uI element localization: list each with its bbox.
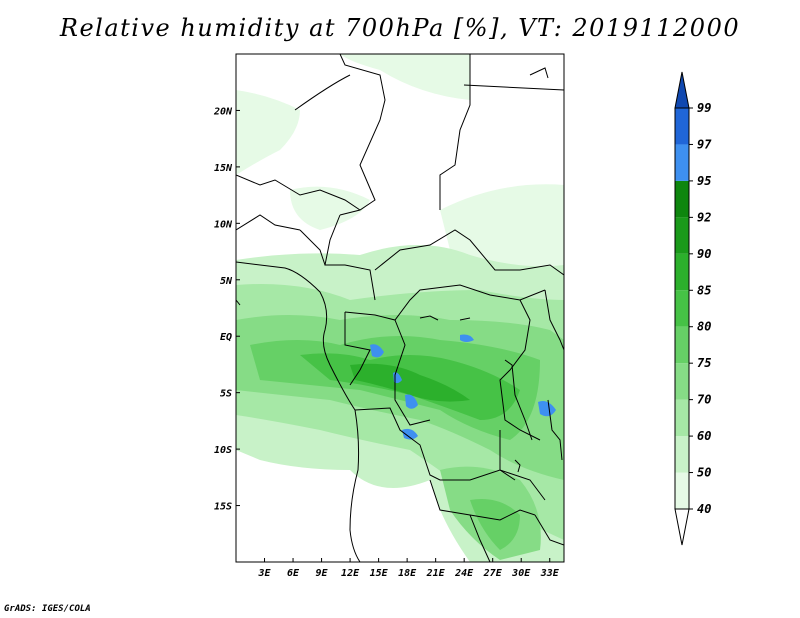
colorbar-frame [674, 107, 690, 510]
map-title: Relative humidity at 700hPa [%], VT: 201… [59, 14, 741, 42]
lat-axis: 20N 15N 10N 5N EQ 5S 10S 15S [213, 106, 240, 513]
lat-tick-label: 15N [214, 163, 233, 174]
colorbar: 40 50 60 70 75 80 85 90 92 95 97 99 [674, 71, 712, 546]
lon-tick-label: 33E [540, 568, 560, 579]
colorbar-swatch [675, 399, 689, 437]
colorbar-swatch [675, 217, 689, 254]
lon-axis: 3E 6E 9E 12E 15E 18E 21E 24E 27E 30E 33E [257, 558, 560, 579]
colorbar-swatch [675, 108, 689, 145]
lon-tick-label: 9E [316, 568, 329, 579]
colorbar-label: 99 [697, 101, 711, 115]
colorbar-label: 50 [697, 466, 711, 480]
lon-tick-label: 24E [454, 568, 474, 579]
lon-tick-label: 12E [341, 568, 360, 579]
lon-tick-label: 3E [257, 568, 271, 579]
colorbar-swatch [675, 253, 689, 291]
lat-tick-label: 20N [213, 106, 233, 117]
colorbar-swatch [674, 71, 690, 109]
colorbar-label: 70 [697, 393, 711, 407]
colorbar-label: 97 [697, 137, 712, 151]
lon-tick-label: 15E [370, 568, 389, 579]
lon-tick-label: 6E [287, 568, 300, 579]
colorbar-label: 60 [697, 429, 711, 443]
colorbar-swatch [675, 290, 689, 327]
humidity-field [236, 54, 564, 562]
lon-tick-label: 21E [426, 568, 446, 579]
colorbar-swatch [675, 180, 689, 218]
colorbar-swatch [675, 436, 689, 473]
lat-tick-label: 15S [214, 502, 232, 513]
lat-tick-label: EQ [220, 332, 232, 343]
colorbar-label: 85 [697, 283, 711, 297]
colorbar-label: 92 [697, 210, 711, 224]
colorbar-label: 40 [697, 502, 711, 516]
colorbar-swatch [675, 472, 689, 509]
lon-tick-label: 30E [511, 568, 531, 579]
lat-tick-label: 10S [214, 445, 232, 456]
colorbar-label: 80 [697, 320, 711, 334]
colorbar-label: 95 [697, 174, 711, 188]
colorbar-label: 90 [697, 247, 711, 261]
lon-tick-label: 27E [483, 568, 503, 579]
borders [236, 54, 564, 562]
lat-tick-label: 10N [214, 219, 233, 230]
grads-credit: GrADS: IGES/COLA [4, 604, 91, 614]
colorbar-swatch [675, 326, 689, 364]
lat-tick-label: 5S [220, 389, 232, 400]
colorbar-swatch [675, 363, 689, 400]
lon-tick-label: 18E [398, 568, 417, 579]
lat-tick-label: 5N [220, 276, 233, 287]
colorbar-swatch [674, 508, 690, 546]
colorbar-label: 75 [697, 356, 711, 370]
colorbar-swatch [675, 144, 689, 181]
map-frame [235, 53, 565, 563]
